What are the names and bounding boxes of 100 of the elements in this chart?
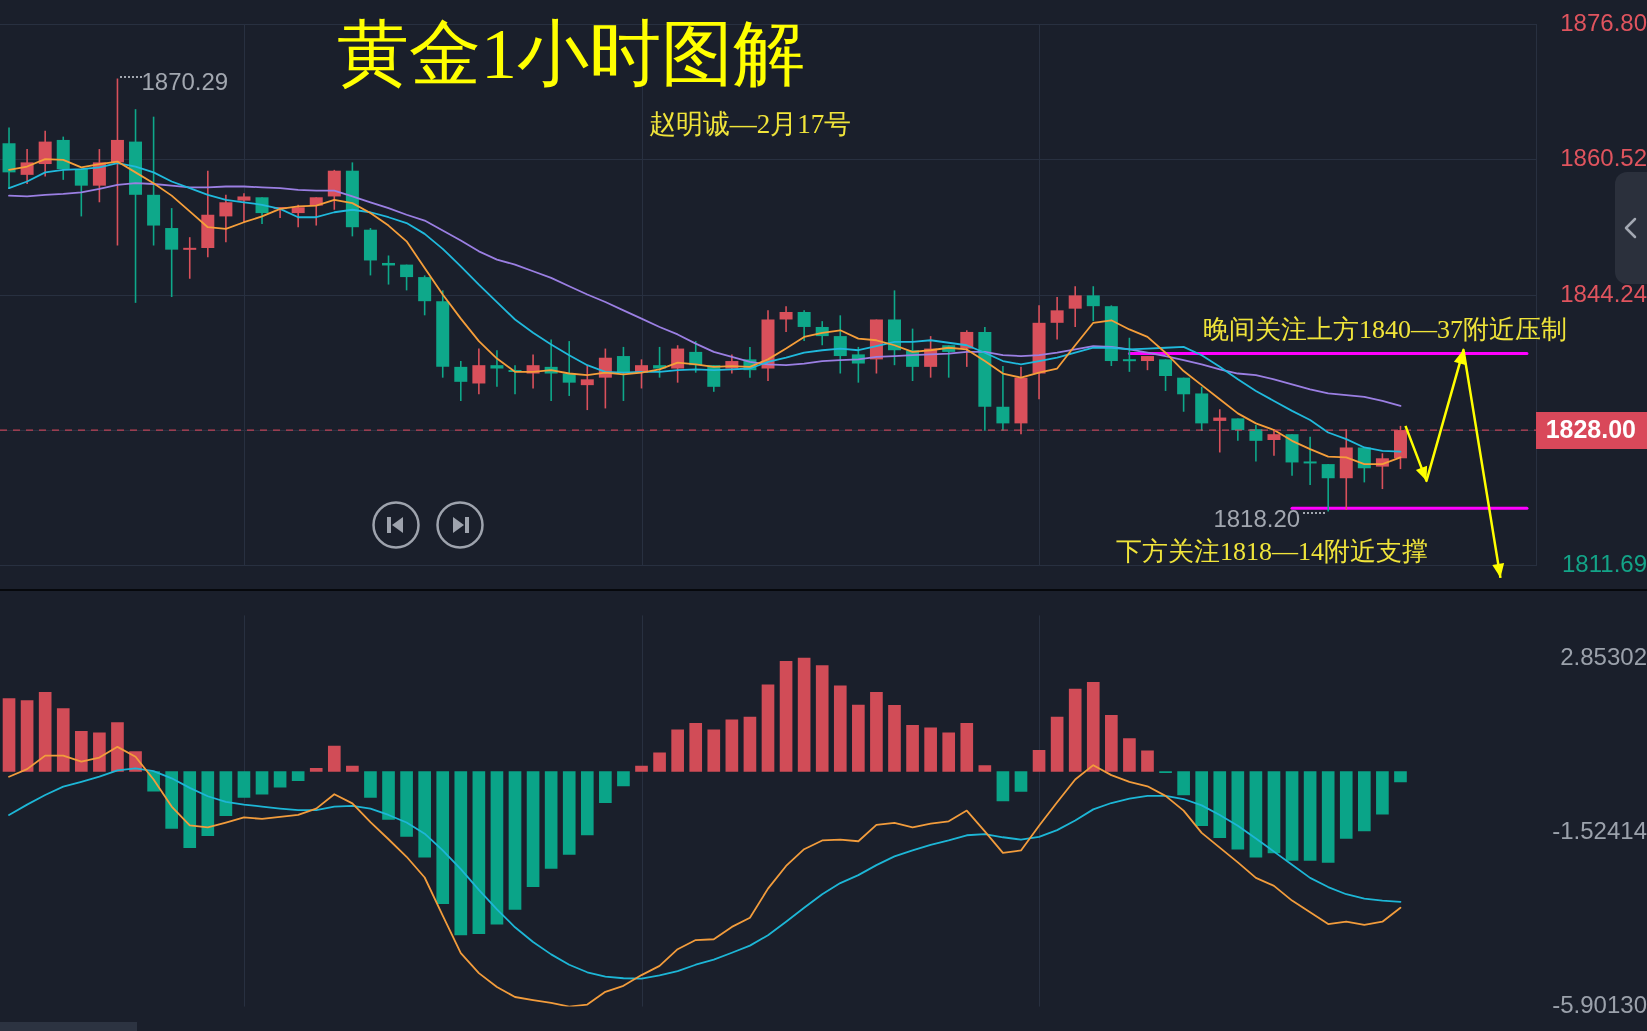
bar xyxy=(1123,738,1136,772)
bar xyxy=(183,771,197,848)
bar xyxy=(165,771,178,829)
bar xyxy=(797,657,811,772)
candlestick xyxy=(1068,285,1082,328)
candlestick xyxy=(616,346,630,402)
bar xyxy=(942,732,956,772)
bar xyxy=(562,771,576,855)
bar xyxy=(1050,716,1064,772)
bar xyxy=(1141,750,1154,772)
bar xyxy=(237,771,251,798)
bar xyxy=(1321,771,1335,863)
bar xyxy=(1376,771,1389,815)
text: 赵明诚—2月17号 xyxy=(648,109,852,140)
candlestick xyxy=(110,77,124,247)
candlestick xyxy=(797,309,811,342)
bar xyxy=(273,771,287,788)
bar xyxy=(743,716,757,772)
bar xyxy=(779,660,793,772)
bar xyxy=(291,771,305,782)
bar xyxy=(725,719,739,772)
bar xyxy=(1014,771,1028,792)
bar xyxy=(1285,771,1299,861)
bar xyxy=(707,729,721,772)
bar xyxy=(201,771,215,836)
bar xyxy=(219,771,233,817)
bar xyxy=(906,725,919,772)
bar xyxy=(671,729,684,772)
bar xyxy=(761,684,775,772)
candlestick xyxy=(996,365,1010,432)
series-label: 晚间关注上方1840—37附近压制 xyxy=(1203,315,1567,345)
bar xyxy=(852,704,865,772)
y-tick-label: 1876.80 xyxy=(1560,9,1647,37)
bar xyxy=(1068,688,1082,772)
bar xyxy=(1231,771,1245,850)
bar xyxy=(111,722,124,772)
candlestick xyxy=(183,236,197,280)
y-tick-label: -1.52414 xyxy=(1552,816,1647,844)
bar xyxy=(978,765,992,772)
candlestick xyxy=(165,207,179,298)
bar xyxy=(364,771,377,798)
bar xyxy=(617,771,630,787)
bar xyxy=(508,771,522,910)
bar xyxy=(490,771,504,925)
series-label: 下方关注1818—14附近支撑 xyxy=(1116,536,1429,566)
candlestick xyxy=(74,168,88,218)
candlestick xyxy=(580,364,594,411)
bar xyxy=(599,771,612,803)
bar xyxy=(1339,771,1353,839)
bar xyxy=(472,771,486,934)
candlestick xyxy=(454,360,468,402)
bar xyxy=(888,705,901,772)
candlestick xyxy=(400,263,414,292)
candlestick xyxy=(671,344,685,384)
bar xyxy=(309,768,323,772)
bar xyxy=(418,771,431,858)
bar xyxy=(960,723,974,772)
bar xyxy=(327,745,341,772)
bar xyxy=(1032,750,1046,772)
candlestick xyxy=(237,192,251,224)
bar xyxy=(1195,771,1209,827)
bar xyxy=(635,765,648,772)
bar xyxy=(38,691,52,772)
bar xyxy=(74,730,88,772)
bar xyxy=(1213,771,1227,838)
candlestick xyxy=(653,346,667,379)
bar xyxy=(544,771,558,869)
bar xyxy=(436,771,450,905)
bar xyxy=(815,665,829,772)
bar xyxy=(255,771,269,795)
candlestick xyxy=(291,203,305,229)
candlestick xyxy=(472,347,486,396)
y-tick-label: -5.90130 xyxy=(1552,991,1647,1019)
candlestick xyxy=(1303,435,1317,486)
y-tick-label: 1811.69 xyxy=(1562,550,1647,578)
bar xyxy=(924,727,937,772)
bar xyxy=(2,698,16,772)
y-tick-label: 2.85302 xyxy=(1560,642,1647,670)
candlestick xyxy=(1159,358,1173,392)
candlestick xyxy=(562,340,576,397)
candlestick xyxy=(1321,463,1335,513)
bar xyxy=(1303,771,1317,861)
bar xyxy=(1358,771,1371,832)
bar xyxy=(653,752,666,772)
candlestick xyxy=(255,196,269,225)
y-tick-label: 1844.24 xyxy=(1560,279,1647,307)
bar xyxy=(93,732,106,772)
bar xyxy=(1249,771,1263,858)
bar xyxy=(870,691,883,772)
bar xyxy=(56,708,70,772)
bar xyxy=(580,771,594,836)
bar xyxy=(833,685,847,772)
candlestick xyxy=(1177,376,1191,413)
bar xyxy=(400,771,413,837)
y-tick-label: 1860.52 xyxy=(1560,144,1647,172)
bar xyxy=(382,771,395,820)
candlestick xyxy=(1050,296,1064,341)
candlestick xyxy=(1086,285,1100,322)
bar xyxy=(454,771,468,936)
bar xyxy=(1267,771,1281,854)
